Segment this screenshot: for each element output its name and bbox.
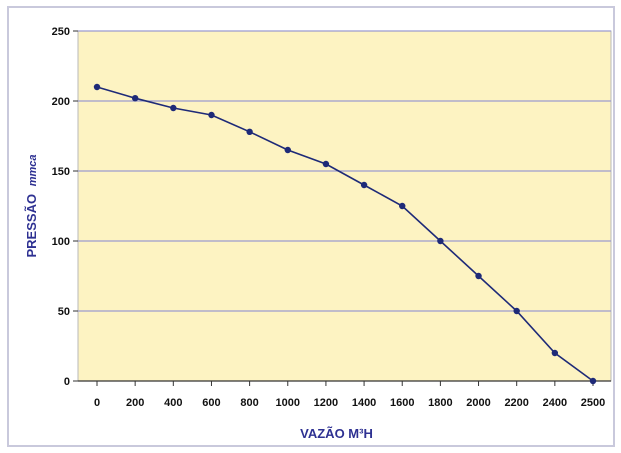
x-tick-label: 2500 [581,397,605,409]
y-axis-title-unit: mmca [27,155,39,187]
y-tick-label: 200 [52,96,70,108]
data-point [322,160,330,168]
data-point [170,104,177,112]
x-tick-label: 1000 [276,397,300,409]
y-axis-ticks: 0 50 100 150 200 250 [52,26,78,388]
data-point [475,272,482,280]
x-tick-label: 1400 [352,397,376,409]
y-tick-label: 150 [52,166,70,178]
data-point [93,83,101,91]
y-tick-label: 250 [52,26,70,38]
data-point [131,95,139,102]
data-point [246,128,253,135]
data-point [589,377,597,385]
plot-area [77,30,612,382]
data-point [513,307,520,315]
x-tick-label: 2200 [504,397,528,409]
series-layer [93,83,597,385]
y-axis-title-main: PRESSÃO [24,194,39,258]
y-tick-label: 0 [64,376,70,388]
data-point [360,181,368,189]
x-tick-label: 800 [240,397,258,409]
data-point [399,202,406,210]
x-axis-title: VAZÃO M³H [300,426,373,441]
y-tick-label: 50 [58,306,70,318]
data-point [551,349,559,357]
x-tick-label: 200 [126,397,144,409]
x-axis-ticks: 0 200 400 600 800 1000 1200 1400 1600 1800 2000 220… [94,381,605,409]
x-tick-label: 0 [94,397,100,409]
data-point [437,237,444,245]
gridlines [78,30,611,382]
series-line-0 [96,86,594,382]
y-axis-title: PRESSÃO mmca [24,155,39,258]
x-tick-label: 600 [202,397,220,409]
x-tick-label: 1600 [390,397,414,409]
data-point [208,111,215,119]
x-tick-label: 400 [164,397,182,409]
y-tick-label: 100 [52,236,70,248]
x-tick-label: 1200 [314,397,338,409]
data-point [284,146,291,154]
x-tick-label: 2400 [543,397,567,409]
x-tick-label: 1800 [428,397,452,409]
x-tick-label: 2000 [466,397,490,409]
